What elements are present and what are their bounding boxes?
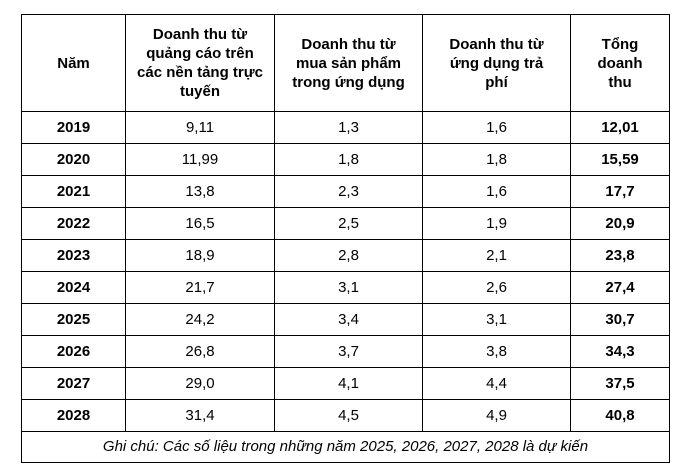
cell-in-app-purchase-revenue: 2,8: [274, 239, 423, 272]
cell-paid-app-revenue: 2,6: [422, 271, 571, 304]
cell-year: 2021: [21, 175, 126, 208]
cell-year: 2028: [21, 399, 126, 432]
cell-in-app-purchase-revenue: 3,7: [274, 335, 423, 368]
cell-in-app-purchase-revenue: 4,1: [274, 367, 423, 400]
cell-total-revenue: 34,3: [570, 335, 670, 368]
header-row: Năm Doanh thu từ quảng cáo trên các nền …: [21, 14, 670, 112]
cell-in-app-purchase-revenue: 3,1: [274, 271, 423, 304]
cell-paid-app-revenue: 2,1: [422, 239, 571, 272]
table-row: 2026 26,8 3,7 3,8 34,3: [21, 335, 670, 368]
table-body: 2019 9,11 1,3 1,6 12,01 2020 11,99 1,8 1…: [21, 111, 670, 463]
cell-total-revenue: 23,8: [570, 239, 670, 272]
table-row: 2028 31,4 4,5 4,9 40,8: [21, 399, 670, 432]
cell-year: 2020: [21, 143, 126, 176]
cell-ad-revenue: 24,2: [125, 303, 275, 336]
header-total-revenue: Tổng doanh thu: [570, 14, 670, 112]
cell-ad-revenue: 13,8: [125, 175, 275, 208]
cell-year: 2019: [21, 111, 126, 144]
cell-year: 2026: [21, 335, 126, 368]
cell-in-app-purchase-revenue: 2,5: [274, 207, 423, 240]
cell-total-revenue: 37,5: [570, 367, 670, 400]
table-note: Ghi chú: Các số liệu trong những năm 202…: [21, 431, 670, 463]
header-in-app-purchase-revenue: Doanh thu từ mua sản phẩm trong ứng dụng: [274, 14, 423, 112]
cell-paid-app-revenue: 4,4: [422, 367, 571, 400]
table-row: 2023 18,9 2,8 2,1 23,8: [21, 239, 670, 272]
table-row: 2027 29,0 4,1 4,4 37,5: [21, 367, 670, 400]
cell-ad-revenue: 11,99: [125, 143, 275, 176]
table-row: 2020 11,99 1,8 1,8 15,59: [21, 143, 670, 176]
cell-ad-revenue: 21,7: [125, 271, 275, 304]
cell-total-revenue: 40,8: [570, 399, 670, 432]
cell-paid-app-revenue: 1,6: [422, 175, 571, 208]
cell-paid-app-revenue: 3,8: [422, 335, 571, 368]
cell-total-revenue: 20,9: [570, 207, 670, 240]
cell-year: 2024: [21, 271, 126, 304]
table-row: 2024 21,7 3,1 2,6 27,4: [21, 271, 670, 304]
cell-total-revenue: 15,59: [570, 143, 670, 176]
cell-year: 2027: [21, 367, 126, 400]
cell-paid-app-revenue: 1,9: [422, 207, 571, 240]
cell-ad-revenue: 18,9: [125, 239, 275, 272]
table-row: 2019 9,11 1,3 1,6 12,01: [21, 111, 670, 144]
cell-year: 2022: [21, 207, 126, 240]
cell-total-revenue: 30,7: [570, 303, 670, 336]
header-paid-app-revenue: Doanh thu từ ứng dụng trả phí: [422, 14, 571, 112]
cell-paid-app-revenue: 1,8: [422, 143, 571, 176]
table-row: 2022 16,5 2,5 1,9 20,9: [21, 207, 670, 240]
header-ad-revenue: Doanh thu từ quảng cáo trên các nền tảng…: [125, 14, 275, 112]
cell-in-app-purchase-revenue: 1,3: [274, 111, 423, 144]
cell-in-app-purchase-revenue: 4,5: [274, 399, 423, 432]
cell-paid-app-revenue: 3,1: [422, 303, 571, 336]
header-year: Năm: [21, 14, 126, 112]
cell-year: 2023: [21, 239, 126, 272]
cell-ad-revenue: 9,11: [125, 111, 275, 144]
table-row: 2021 13,8 2,3 1,6 17,7: [21, 175, 670, 208]
note-row: Ghi chú: Các số liệu trong những năm 202…: [21, 431, 670, 463]
cell-paid-app-revenue: 4,9: [422, 399, 571, 432]
cell-in-app-purchase-revenue: 2,3: [274, 175, 423, 208]
cell-ad-revenue: 26,8: [125, 335, 275, 368]
table-row: 2025 24,2 3,4 3,1 30,7: [21, 303, 670, 336]
cell-ad-revenue: 31,4: [125, 399, 275, 432]
cell-paid-app-revenue: 1,6: [422, 111, 571, 144]
cell-year: 2025: [21, 303, 126, 336]
cell-ad-revenue: 29,0: [125, 367, 275, 400]
cell-in-app-purchase-revenue: 1,8: [274, 143, 423, 176]
table-header: Năm Doanh thu từ quảng cáo trên các nền …: [21, 14, 670, 112]
cell-in-app-purchase-revenue: 3,4: [274, 303, 423, 336]
cell-total-revenue: 12,01: [570, 111, 670, 144]
cell-ad-revenue: 16,5: [125, 207, 275, 240]
revenue-table: Năm Doanh thu từ quảng cáo trên các nền …: [21, 14, 670, 463]
cell-total-revenue: 27,4: [570, 271, 670, 304]
cell-total-revenue: 17,7: [570, 175, 670, 208]
